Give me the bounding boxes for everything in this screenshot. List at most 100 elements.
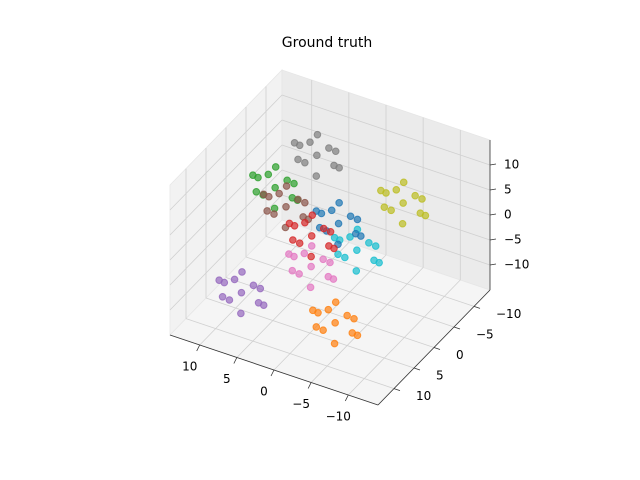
tick-mark xyxy=(473,306,481,309)
grid-line xyxy=(169,94,283,211)
grid-line xyxy=(281,94,491,166)
tick-mark xyxy=(489,213,497,216)
point xyxy=(335,199,343,207)
point xyxy=(307,232,316,240)
x-tick-label: 10 xyxy=(182,360,197,374)
grid-line xyxy=(281,194,491,266)
point xyxy=(265,192,273,201)
tick-mark xyxy=(413,367,421,371)
point xyxy=(398,219,407,228)
point xyxy=(330,161,338,170)
point xyxy=(327,206,336,215)
point xyxy=(331,319,339,327)
point xyxy=(325,242,333,250)
point xyxy=(319,255,327,264)
tick-mark xyxy=(433,347,441,350)
point xyxy=(352,267,361,275)
grid-line xyxy=(169,144,283,261)
point xyxy=(288,266,297,275)
point xyxy=(295,239,304,248)
point xyxy=(306,138,314,146)
point xyxy=(411,191,419,200)
point xyxy=(271,183,279,192)
point xyxy=(343,311,351,320)
grid-line xyxy=(169,119,283,236)
point xyxy=(312,172,321,180)
point xyxy=(334,219,343,228)
tick-mark xyxy=(489,188,497,191)
tick-mark xyxy=(489,163,497,166)
point xyxy=(290,179,298,188)
point xyxy=(353,246,361,254)
point xyxy=(290,222,299,230)
point xyxy=(307,252,315,261)
point xyxy=(307,262,315,271)
point xyxy=(370,256,378,265)
point xyxy=(313,151,321,160)
point xyxy=(350,314,358,323)
point xyxy=(306,283,315,292)
point xyxy=(348,329,357,337)
point xyxy=(254,298,263,307)
point xyxy=(314,308,322,317)
z-tick-label: 10 xyxy=(504,158,519,172)
point xyxy=(418,195,426,203)
point xyxy=(382,189,390,197)
point xyxy=(308,211,317,219)
point xyxy=(324,272,333,281)
point xyxy=(294,155,302,164)
tick-mark xyxy=(270,369,275,377)
point xyxy=(312,323,321,331)
point xyxy=(399,199,407,207)
z-tick-label: −5 xyxy=(504,233,522,247)
point xyxy=(371,242,380,250)
point xyxy=(331,298,340,306)
point xyxy=(399,178,408,187)
point xyxy=(301,198,309,207)
point xyxy=(301,218,309,227)
point xyxy=(300,249,309,258)
point xyxy=(238,268,246,276)
point xyxy=(313,130,322,139)
point xyxy=(334,250,342,259)
y-tick-label: −5 xyxy=(476,327,494,341)
point xyxy=(324,305,333,314)
point xyxy=(295,141,304,150)
point xyxy=(254,173,262,182)
tick-mark xyxy=(393,388,401,391)
point xyxy=(282,202,290,211)
x-tick-label: −5 xyxy=(292,397,310,411)
point xyxy=(295,270,303,278)
point xyxy=(282,182,291,190)
point xyxy=(319,326,327,334)
x-axis-line xyxy=(169,334,379,406)
tick-mark xyxy=(453,326,461,330)
point xyxy=(294,195,302,204)
point xyxy=(317,209,326,218)
grid-line xyxy=(169,194,283,311)
grid-line xyxy=(169,169,283,286)
point xyxy=(275,189,283,198)
point xyxy=(307,242,316,250)
point xyxy=(218,292,227,301)
point xyxy=(220,278,229,287)
point xyxy=(380,203,389,211)
point xyxy=(301,158,309,167)
point xyxy=(331,147,340,156)
point xyxy=(289,236,297,244)
point xyxy=(351,229,360,238)
point xyxy=(252,187,261,196)
y-axis-line xyxy=(377,289,491,406)
x-tick-label: 0 xyxy=(260,385,268,399)
tick-mark xyxy=(196,344,201,352)
point xyxy=(319,224,328,233)
point xyxy=(290,252,298,261)
grid-line xyxy=(265,236,475,307)
point xyxy=(326,258,334,267)
y-tick-label: 10 xyxy=(416,389,431,403)
z-tick-label: 5 xyxy=(504,183,512,197)
point xyxy=(392,186,401,194)
point xyxy=(237,309,245,318)
point xyxy=(271,163,280,171)
